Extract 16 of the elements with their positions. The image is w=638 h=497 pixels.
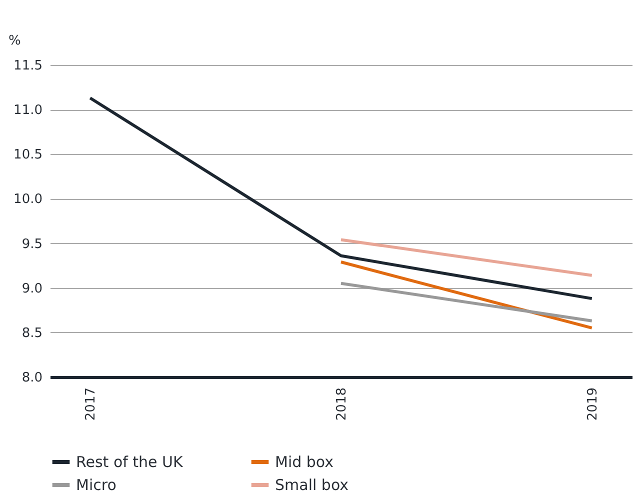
- legend-label: Rest of the UK: [76, 453, 184, 471]
- y-tick-label: 8.0: [22, 370, 42, 386]
- x-tick-label: 2019: [585, 388, 600, 421]
- x-tick-label: 2018: [334, 388, 350, 421]
- y-tick-label: 11.0: [14, 103, 42, 118]
- y-tick-label: 8.5: [22, 326, 42, 341]
- y-axis-title: %: [8, 34, 21, 48]
- x-tick-label: 2017: [84, 388, 99, 421]
- y-tick-label: 10.0: [14, 192, 42, 208]
- legend-label: Small box: [275, 476, 349, 494]
- y-tick-label: 10.5: [14, 148, 42, 163]
- legend-label: Micro: [76, 476, 116, 494]
- y-tick-label: 9.5: [22, 236, 42, 252]
- y-tick-label: 9.0: [22, 281, 42, 296]
- legend-label: Mid box: [275, 453, 334, 471]
- y-tick-label: 11.5: [14, 58, 42, 74]
